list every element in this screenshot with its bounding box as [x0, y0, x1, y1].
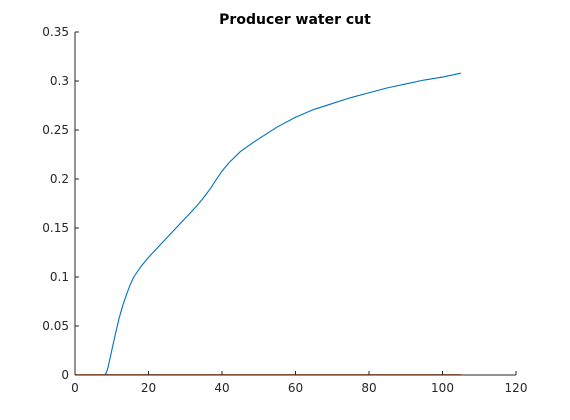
x-tick-label: 40: [214, 381, 229, 395]
y-tick-label: 0.35: [42, 25, 69, 39]
y-tick-label: 0.05: [42, 319, 69, 333]
series-line-0: [75, 72, 461, 376]
y-ticks: 0 0.05 0.1 0.15 0.2 0.25 0.3 0.35: [42, 25, 79, 382]
x-tick-label: 80: [361, 381, 376, 395]
y-tick-label: 0.1: [50, 270, 69, 284]
chart-title: Producer water cut: [219, 12, 371, 28]
axes: [74, 32, 516, 376]
y-tick-label: 0.15: [42, 221, 69, 235]
x-tick-label: 0: [71, 381, 79, 395]
plot-series: [75, 72, 461, 376]
y-tick-label: 0.3: [50, 74, 69, 88]
x-ticks: 0 20 40 60 80 100 120: [71, 371, 527, 395]
x-tick-label: 100: [431, 381, 454, 395]
x-tick-label: 20: [141, 381, 156, 395]
x-tick-label: 120: [505, 381, 528, 395]
y-tick-label: 0: [61, 368, 69, 382]
y-tick-label: 0.2: [50, 172, 69, 186]
y-tick-label: 0.25: [42, 123, 69, 137]
x-tick-label: 60: [288, 381, 303, 395]
